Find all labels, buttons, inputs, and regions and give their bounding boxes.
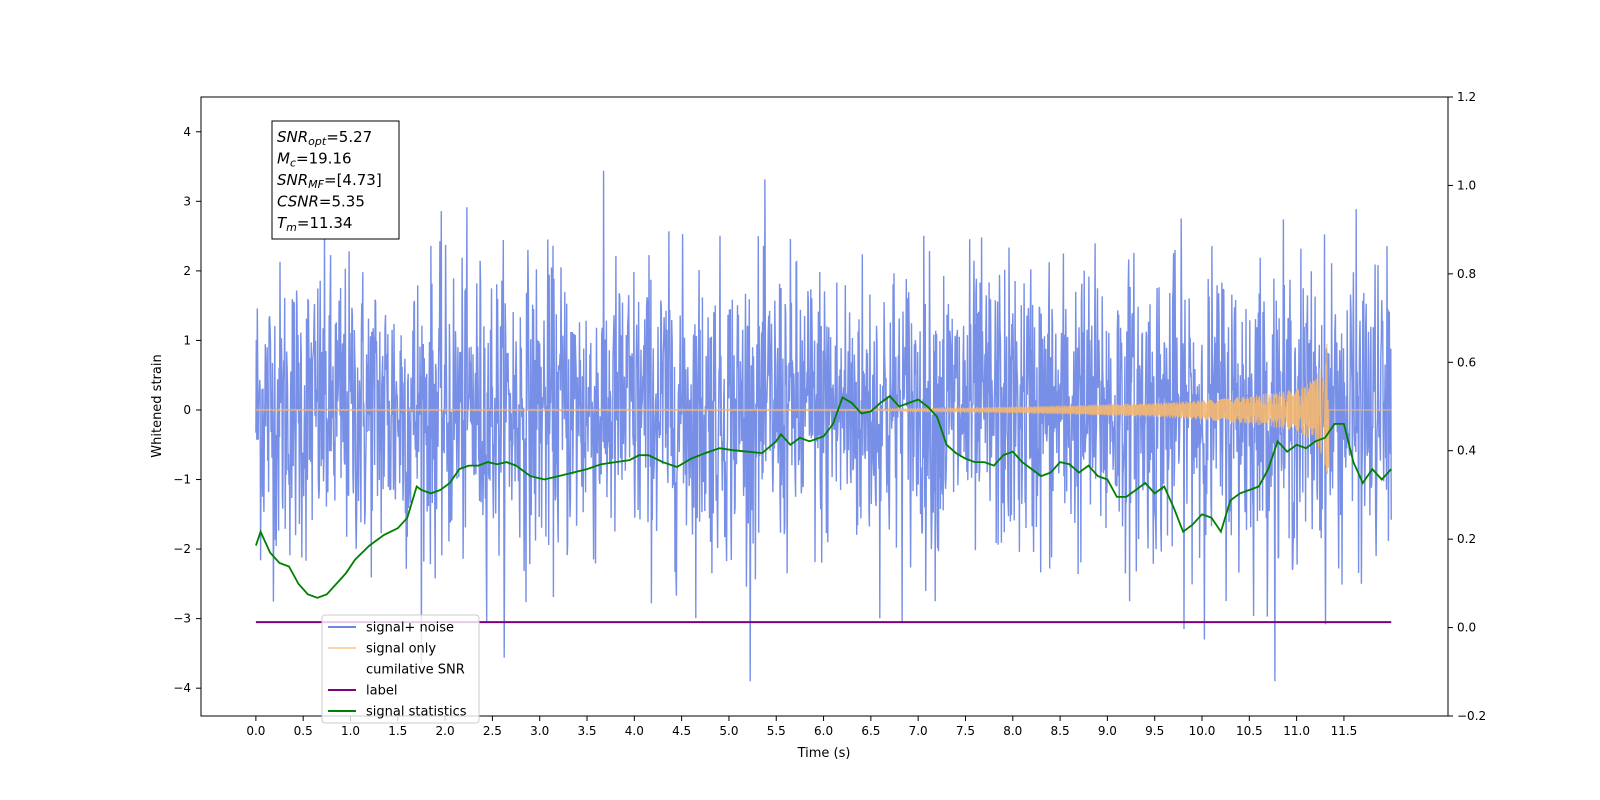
left-y-axis-label: Whitened strain: [150, 354, 165, 457]
right-y-tick-label: 0.4: [1457, 444, 1476, 458]
annotation-subscript: opt: [308, 135, 327, 148]
left-y-tick-label: 0: [183, 403, 191, 417]
annotation-symbol: M: [277, 150, 290, 168]
x-tick-label: 4.5: [672, 724, 691, 738]
annotation-line: SNRMF=[4.73]: [277, 171, 382, 191]
x-tick-label: 6.5: [861, 724, 880, 738]
annotation-line: Mc=19.16: [277, 150, 352, 170]
left-y-tick-label: 3: [183, 194, 191, 208]
left-y-tick-label: 1: [183, 333, 191, 347]
left-y-tick-label: −1: [173, 473, 191, 487]
right-y-tick-label: −0.2: [1457, 709, 1486, 723]
annotation-value: =19.16: [296, 150, 352, 168]
x-tick-label: 2.0: [436, 724, 455, 738]
x-tick-label: 9.0: [1098, 724, 1117, 738]
x-tick-label: 11.0: [1283, 724, 1310, 738]
legend-label: signal+ noise: [366, 621, 454, 636]
annotation-symbol: SNR: [277, 128, 308, 146]
x-tick-label: 5.5: [767, 724, 786, 738]
annotation-line: CSNR=5.35: [277, 193, 365, 211]
annotation-box: SNRopt=5.27Mc=19.16SNRMF=[4.73]CSNR=5.35…: [272, 121, 399, 239]
x-tick-label: 8.5: [1051, 724, 1070, 738]
right-y-tick-label: 1.2: [1457, 90, 1476, 104]
annotation-subscript: MF: [308, 178, 324, 191]
x-tick-label: 7.0: [909, 724, 928, 738]
annotation-value: =11.34: [297, 214, 353, 232]
legend-label: cumilative SNR: [366, 663, 465, 678]
left-y-tick-label: 2: [183, 264, 191, 278]
x-tick-label: 2.5: [483, 724, 502, 738]
x-tick-label: 5.0: [719, 724, 738, 738]
annotation-subscript: m: [286, 221, 297, 234]
left-y-tick-label: −3: [173, 612, 191, 626]
right-y-tick-label: 0.0: [1457, 621, 1476, 635]
annotation-value: =5.27: [326, 128, 372, 146]
x-tick-label: 1.0: [341, 724, 360, 738]
legend-label: signal only: [366, 642, 436, 657]
right-y-tick-label: 0.8: [1457, 267, 1476, 281]
x-tick-label: 1.5: [388, 724, 407, 738]
legend-label: signal statistics: [366, 705, 467, 720]
x-tick-label: 4.0: [625, 724, 644, 738]
annotation-value: =5.35: [319, 193, 365, 211]
x-axis-label: Time (s): [797, 746, 851, 761]
x-tick-label: 9.5: [1145, 724, 1164, 738]
right-y-tick-label: 1.0: [1457, 178, 1476, 192]
annotation-symbol: CSNR: [277, 193, 319, 211]
x-tick-label: 0.0: [246, 724, 265, 738]
left-y-tick-label: −2: [173, 542, 191, 556]
annotation-value: =[4.73]: [324, 171, 382, 189]
legend-label: label: [366, 684, 397, 699]
legend: signal+ noise signal only cumilative SNR la…: [322, 615, 479, 723]
x-tick-label: 3.0: [530, 724, 549, 738]
x-tick-label: 3.5: [577, 724, 596, 738]
x-tick-label: 6.0: [814, 724, 833, 738]
x-tick-label: 11.5: [1331, 724, 1358, 738]
x-tick-label: 0.5: [294, 724, 313, 738]
x-tick-label: 10.0: [1189, 724, 1216, 738]
right-y-tick-label: 0.6: [1457, 355, 1476, 369]
annotation-symbol: SNR: [277, 171, 308, 189]
right-y-tick-label: 0.2: [1457, 532, 1476, 546]
x-tick-label: 7.5: [956, 724, 975, 738]
x-tick-label: 8.0: [1003, 724, 1022, 738]
x-tick-label: 10.5: [1236, 724, 1263, 738]
left-y-tick-label: −4: [173, 681, 191, 695]
left-y-tick-label: 4: [183, 125, 191, 139]
